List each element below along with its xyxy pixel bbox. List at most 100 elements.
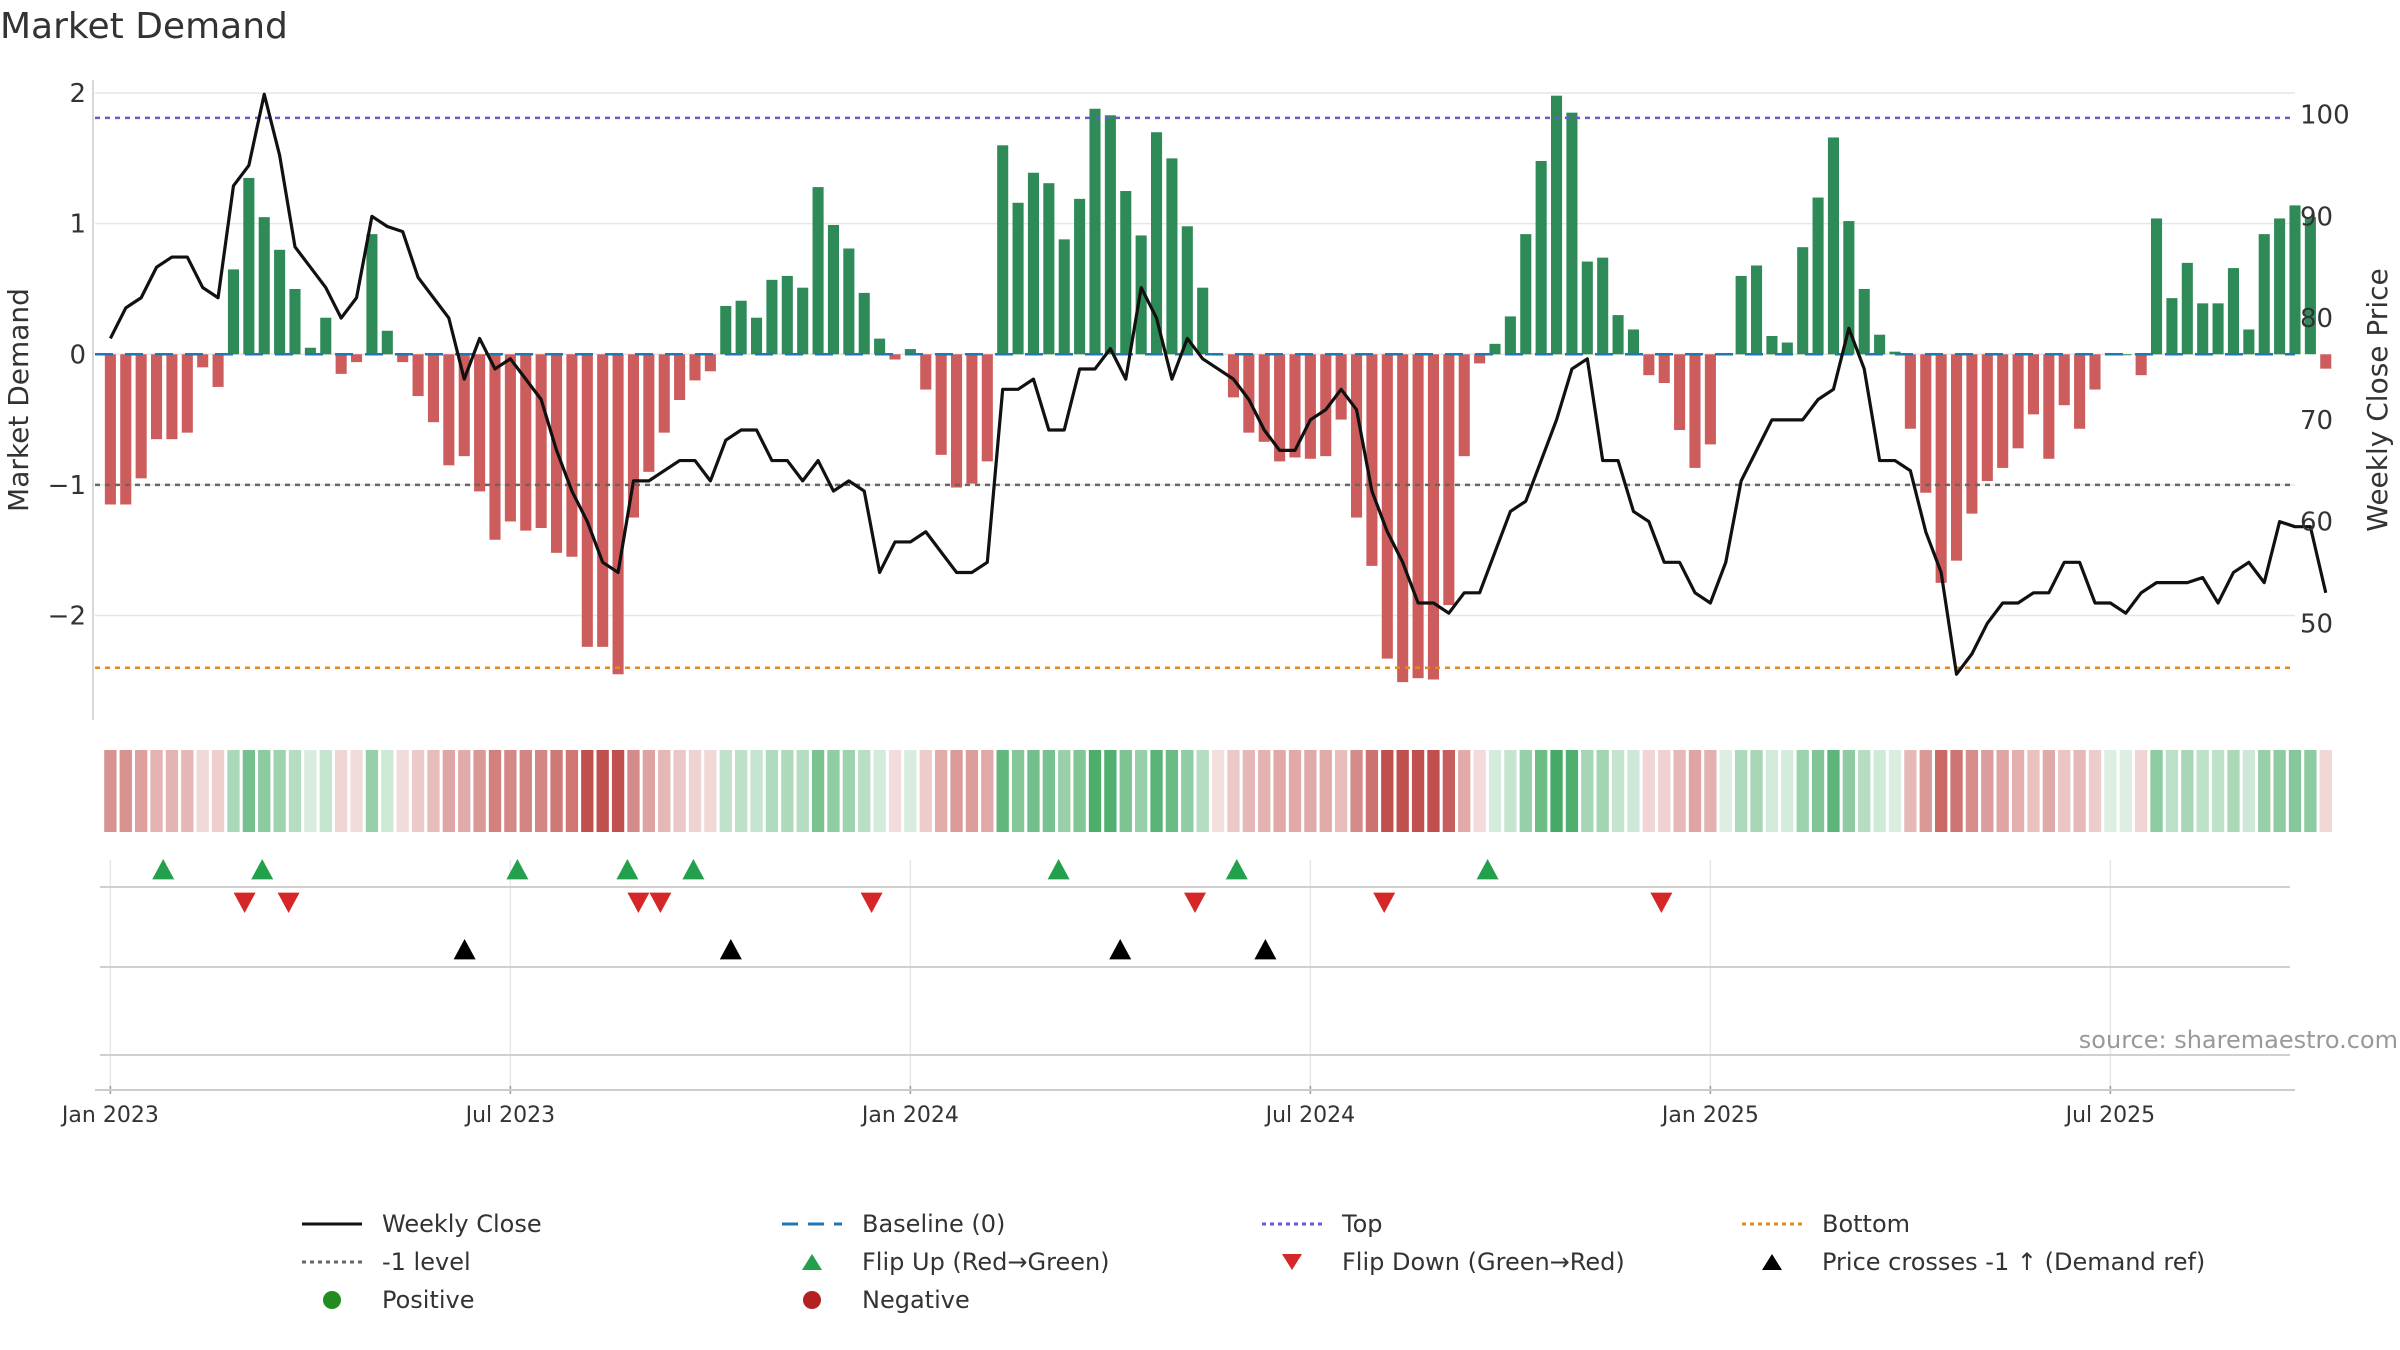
heat-cell xyxy=(781,750,794,832)
heat-cell xyxy=(550,750,563,832)
legend-label: -1 level xyxy=(382,1248,471,1276)
heat-cell xyxy=(1904,750,1917,832)
demand-bar xyxy=(2258,234,2270,355)
heat-cell xyxy=(1442,750,1455,832)
demand-bar xyxy=(289,288,301,355)
demand-bar xyxy=(166,354,178,440)
heat-cell xyxy=(611,750,625,832)
demand-bar xyxy=(1951,354,1963,561)
demand-bar xyxy=(274,249,286,355)
demand-bar xyxy=(2274,218,2286,355)
heat-cell xyxy=(2181,750,2194,832)
legend-label: Flip Up (Red→Green) xyxy=(862,1248,1110,1276)
flip-up-marker xyxy=(1476,859,1499,880)
demand-bar xyxy=(674,354,686,400)
demand-bar xyxy=(2135,354,2147,376)
heat-cell xyxy=(2319,750,2332,832)
heat-cell xyxy=(1673,750,1686,832)
demand-bar xyxy=(1766,336,1778,355)
flip-down-marker xyxy=(649,892,672,913)
flip-down-marker xyxy=(1373,892,1396,913)
heat-cell xyxy=(1535,750,1548,832)
heat-cell xyxy=(1504,750,1517,832)
demand-bar xyxy=(212,354,224,387)
dashed-line-icon xyxy=(780,1214,844,1234)
heat-cell xyxy=(1396,750,1409,832)
demand-bar xyxy=(766,279,778,355)
heat-cell xyxy=(1027,750,1040,832)
heat-cell xyxy=(1642,750,1655,832)
heat-cell xyxy=(181,750,194,832)
heat-cell xyxy=(811,750,825,832)
heat-cell xyxy=(1427,750,1440,832)
demand-bar xyxy=(1181,226,1193,355)
demand-bar xyxy=(720,305,732,355)
heat-cell xyxy=(319,750,332,832)
dotted-line-icon xyxy=(1740,1214,1804,1234)
heat-cell xyxy=(150,750,163,832)
heat-cell xyxy=(2165,750,2179,832)
price-cross-marker xyxy=(453,939,476,960)
flip-up-marker xyxy=(506,859,529,880)
demand-bar xyxy=(1597,257,1609,355)
flip-down-marker xyxy=(860,892,883,913)
demand-bar xyxy=(243,177,255,355)
demand-bar xyxy=(335,354,347,374)
y-tick-label: −2 xyxy=(48,602,86,632)
heat-cell xyxy=(950,750,963,832)
heat-cell xyxy=(2211,750,2225,832)
heat-cell xyxy=(1627,750,1640,832)
demand-bar xyxy=(1966,354,1978,514)
demand-bar xyxy=(397,354,409,363)
flip-down-marker xyxy=(1650,892,1673,913)
heat-cell xyxy=(427,750,440,832)
heat-cell xyxy=(1365,750,1379,832)
demand-bar xyxy=(2304,217,2316,355)
demand-bar xyxy=(1320,354,1332,457)
demand-bar xyxy=(1397,354,1409,683)
y-tick-label: 1 xyxy=(69,210,86,240)
heat-cell xyxy=(396,750,409,832)
chart-title: Market Demand xyxy=(0,6,288,47)
demand-bar xyxy=(997,145,1009,355)
demand-bar xyxy=(1166,158,1178,355)
demand-bar xyxy=(1458,354,1470,457)
legend-item-flip-down: Flip Down (Green→Red) xyxy=(1260,1248,1625,1276)
price-cross-marker xyxy=(719,939,742,960)
demand-bar xyxy=(2243,329,2255,355)
heat-cell xyxy=(704,750,717,832)
demand-bar xyxy=(1289,354,1301,458)
demand-bar xyxy=(1935,354,1947,583)
heat-cell xyxy=(1796,750,1809,832)
demand-bar xyxy=(1089,108,1101,355)
y2-tick-label: 50 xyxy=(2300,609,2333,639)
heat-cell xyxy=(1042,750,1055,832)
heat-cell xyxy=(135,750,148,832)
price-cross-marker xyxy=(1109,939,1132,960)
demand-bar xyxy=(1535,160,1547,355)
heat-cell xyxy=(1181,750,1194,832)
legend-item-top: Top xyxy=(1260,1210,1383,1238)
demand-bar xyxy=(1904,354,1916,429)
demand-bar xyxy=(1704,354,1716,445)
heat-cell xyxy=(565,750,579,832)
demand-bar xyxy=(781,275,793,355)
demand-bar xyxy=(597,354,609,647)
demand-bar xyxy=(1012,202,1024,355)
heat-cell xyxy=(750,750,763,832)
demand-bar xyxy=(1920,354,1932,493)
flip-markers xyxy=(152,859,1673,960)
demand-bar xyxy=(2151,218,2163,355)
demand-bar xyxy=(2181,262,2193,355)
heat-cell xyxy=(888,750,902,832)
demand-bar xyxy=(2012,354,2024,449)
demand-bar xyxy=(2197,303,2209,355)
demand-bar xyxy=(812,187,824,355)
heat-cell xyxy=(2011,750,2025,832)
heat-cell xyxy=(2196,750,2209,832)
heat-cell xyxy=(642,750,655,832)
demand-bar xyxy=(1581,261,1593,355)
demand-bar xyxy=(489,354,501,540)
legend-label: Weekly Close xyxy=(382,1210,542,1238)
